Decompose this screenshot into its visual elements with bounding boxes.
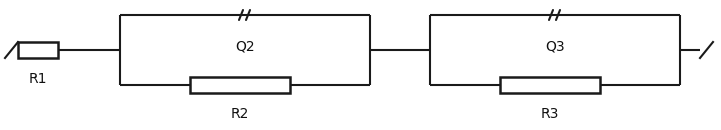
Text: Q3: Q3 bbox=[545, 39, 565, 53]
Text: Q2: Q2 bbox=[235, 39, 255, 53]
Text: R1: R1 bbox=[29, 72, 48, 86]
Bar bbox=[190, 77, 290, 93]
Bar bbox=[500, 77, 600, 93]
Bar bbox=[18, 42, 58, 58]
Text: R3: R3 bbox=[541, 107, 559, 121]
Text: R2: R2 bbox=[231, 107, 249, 121]
